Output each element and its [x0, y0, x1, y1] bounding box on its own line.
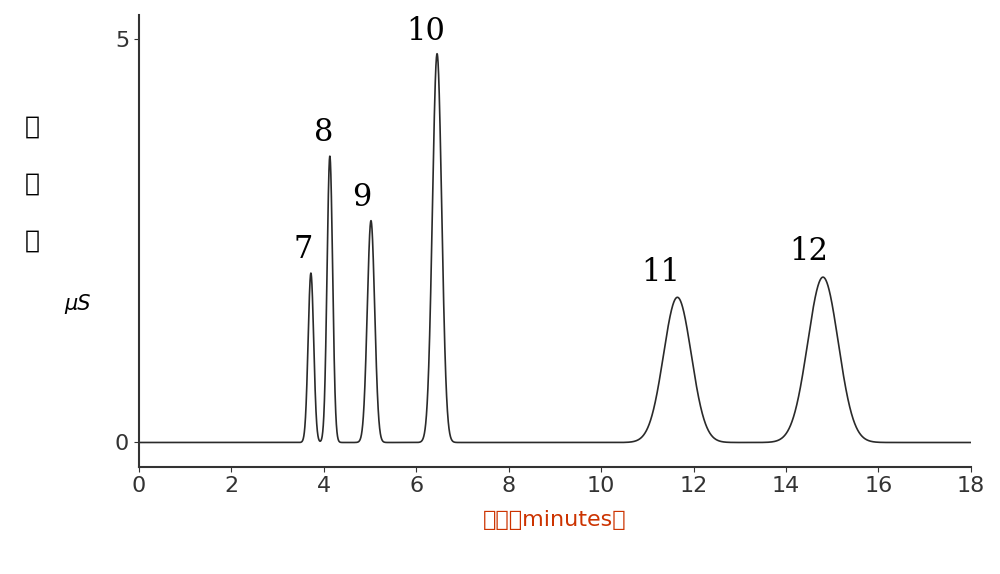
Text: 导: 导 [24, 172, 40, 196]
Text: 9: 9 [352, 181, 371, 212]
Text: 12: 12 [790, 236, 829, 267]
Text: μS: μS [65, 294, 91, 314]
Text: 値: 値 [24, 229, 40, 253]
Text: 8: 8 [314, 117, 334, 148]
Text: 10: 10 [406, 16, 445, 47]
Text: 7: 7 [293, 234, 313, 265]
Text: 11: 11 [642, 257, 681, 288]
X-axis label: 时间（minutes）: 时间（minutes） [483, 510, 627, 530]
Text: 电: 电 [24, 114, 40, 138]
